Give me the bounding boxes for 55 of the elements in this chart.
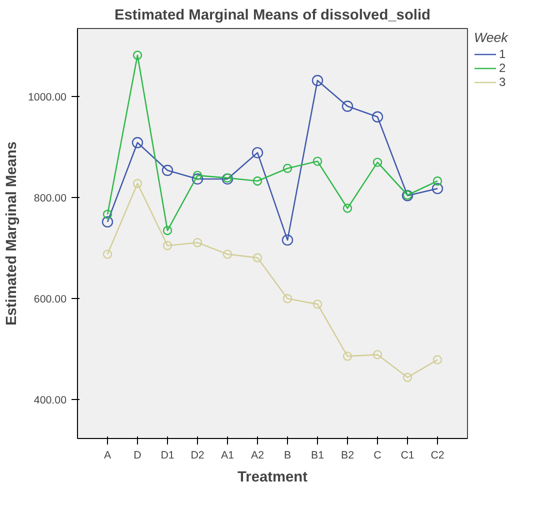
point: [402, 372, 412, 382]
x-tick-label: C: [374, 450, 382, 462]
y-tick-label: 600.00: [34, 294, 67, 306]
point: [252, 176, 262, 186]
point: [342, 352, 352, 361]
y-tick-label: 1000.00: [28, 92, 67, 104]
point: [282, 234, 294, 246]
y-axis-title: Estimated Marginal Means: [4, 141, 20, 326]
point: [132, 137, 144, 148]
legend-title: Week: [474, 30, 510, 45]
x-tick-label: A2: [250, 450, 264, 462]
point: [432, 182, 444, 194]
chart-title: Estimated Marginal Means of dissolved_solid: [114, 8, 431, 24]
point: [102, 250, 112, 259]
x-axis-title: Treatment: [237, 470, 308, 486]
point: [372, 158, 382, 167]
legend-label: 2: [499, 61, 507, 75]
point: [132, 178, 142, 188]
point: [162, 226, 172, 236]
x-tick-label: A1: [220, 450, 234, 462]
point: [372, 111, 384, 122]
x-tick-label: D: [134, 450, 142, 462]
point: [132, 50, 142, 60]
x-tick-label: A: [104, 450, 112, 462]
point: [162, 241, 172, 250]
x-tick-label: D2: [190, 450, 204, 462]
point: [252, 253, 262, 262]
x-tick-label: B: [284, 450, 292, 462]
point: [252, 147, 264, 158]
point: [192, 238, 202, 248]
point: [282, 294, 292, 304]
point: [312, 156, 322, 166]
point: [222, 250, 232, 259]
legend-label: 1: [499, 47, 507, 61]
point: [312, 74, 324, 86]
x-tick-label: D1: [160, 450, 174, 462]
point: [312, 300, 322, 309]
point: [342, 204, 352, 213]
point: [102, 216, 114, 228]
point: [432, 355, 442, 364]
point: [162, 164, 174, 176]
point: [372, 350, 382, 360]
y-tick-label: 400.00: [34, 394, 67, 407]
point: [192, 173, 204, 185]
x-tick-label: C2: [430, 450, 444, 462]
point: [432, 176, 442, 186]
x-tick-label: C1: [400, 450, 414, 462]
x-tick-label: B2: [340, 450, 354, 462]
x-tick-label: B1: [310, 450, 324, 462]
point: [282, 164, 292, 173]
y-tick-label: 800.00: [34, 192, 67, 205]
point: [192, 170, 202, 180]
legend-label: 3: [499, 75, 507, 89]
point: [342, 100, 354, 112]
point: [102, 210, 112, 219]
